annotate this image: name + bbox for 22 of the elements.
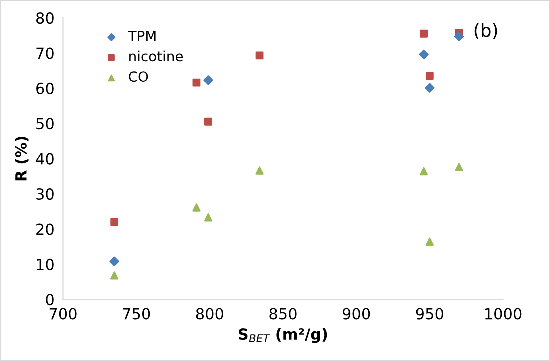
legend-label: CO (129, 72, 148, 82)
x-tick-label: 1000 (485, 308, 522, 320)
y-tick-label: 70 (36, 48, 54, 60)
y-tick-label: 30 (36, 188, 54, 200)
x-tick-label: 900 (342, 308, 370, 320)
x-tick-label: 700 (50, 308, 77, 320)
y-tick-label: 10 (37, 258, 54, 270)
y-tick-label: 80 (36, 12, 54, 24)
y-tick-label: 60 (36, 82, 54, 94)
annotation: (b) (474, 23, 498, 40)
y-tick-label: 0 (46, 294, 54, 306)
y-tick-label: 20 (36, 224, 54, 236)
x-axis-title: S$_{BET}$ (m²/g) (238, 328, 328, 344)
x-tick-label: 950 (416, 308, 444, 320)
y-tick-label: 50 (36, 118, 54, 130)
y-tick-label: 40 (36, 153, 54, 165)
x-tick-label: 750 (123, 308, 150, 320)
y-axis-title: R (%) (15, 136, 29, 181)
legend-label: TPM (128, 30, 156, 42)
x-tick-label: 800 (196, 308, 224, 320)
x-tick-label: 850 (270, 308, 297, 320)
legend-label: nicotine (130, 50, 184, 62)
